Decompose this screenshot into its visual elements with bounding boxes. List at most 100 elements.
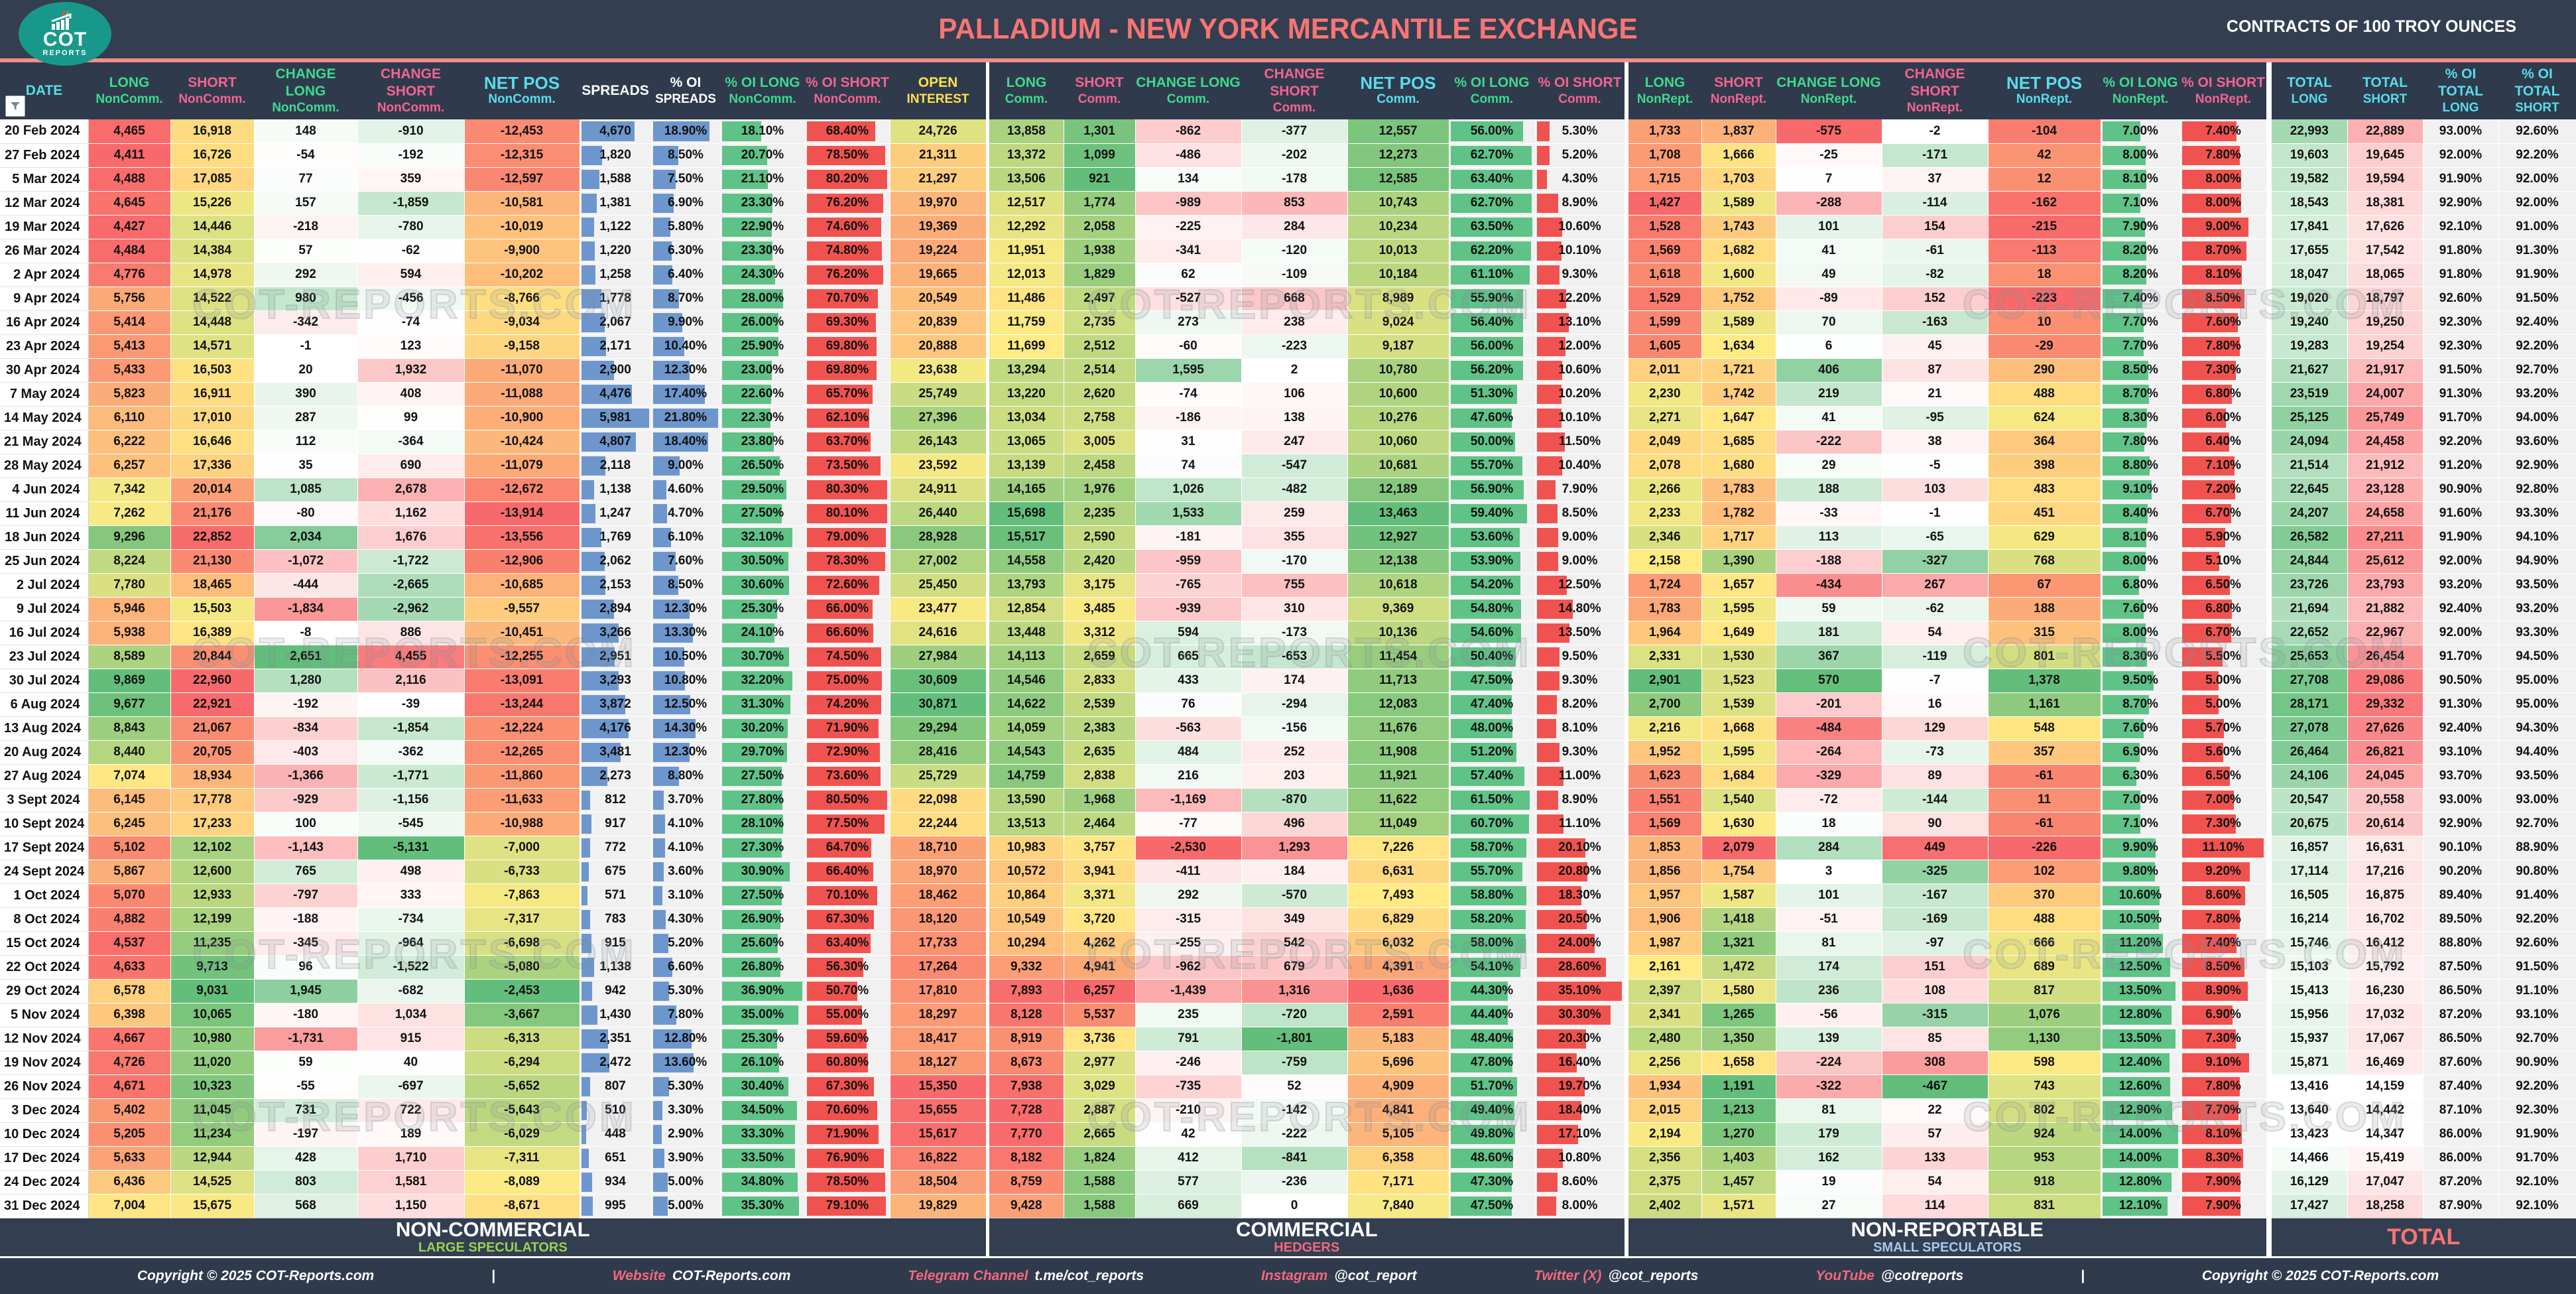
cell-open-interest[interactable]: 26,143: [890, 430, 987, 454]
cell-nc-change-short[interactable]: -2,962: [357, 597, 465, 621]
cell-oi-spreads[interactable]: 10.40%: [651, 334, 721, 359]
cell-nc-change-short[interactable]: -456: [357, 287, 465, 311]
cell-c-change-short[interactable]: -1,801: [1241, 1027, 1348, 1051]
cell-nr-change-short[interactable]: -467: [1882, 1074, 1989, 1099]
cell-nc-long[interactable]: 4,776: [88, 263, 171, 287]
cell-nr-oi-short[interactable]: 5.00%: [2180, 669, 2267, 693]
cell-c-long[interactable]: 8,182: [989, 1146, 1064, 1171]
cell-nr-oi-long[interactable]: 12.90%: [2101, 1098, 2181, 1123]
cell-nr-change-short[interactable]: -327: [1882, 549, 1989, 574]
cell-nc-long[interactable]: 6,222: [88, 430, 171, 454]
cell-nr-change-long[interactable]: -56: [1776, 1003, 1882, 1027]
cell-nr-change-long[interactable]: -329: [1776, 764, 1882, 789]
cell-spreads[interactable]: 1,778: [580, 287, 652, 311]
cell-c-change-short[interactable]: -653: [1241, 645, 1348, 669]
cell-c-oi-long[interactable]: 56.00%: [1449, 119, 1536, 144]
cell-nc-change-long[interactable]: 20: [254, 358, 358, 383]
cell-total-oi-short[interactable]: 93.20%: [2498, 597, 2576, 621]
cell-nr-oi-long[interactable]: 14.00%: [2101, 1122, 2181, 1147]
cell-nc-oi-long[interactable]: 22.30%: [720, 406, 806, 430]
cell-spreads[interactable]: 1,820: [580, 143, 652, 168]
youtube-link[interactable]: YouTube @cotreports: [1815, 1268, 1963, 1284]
cell-open-interest[interactable]: 24,911: [890, 478, 987, 502]
cell-date[interactable]: 6 Aug 2024: [0, 692, 89, 717]
cell-nc-change-long[interactable]: -180: [254, 1003, 358, 1027]
cell-total-oi-long[interactable]: 89.50%: [2423, 907, 2499, 932]
cell-date[interactable]: 1 Oct 2024: [0, 883, 89, 908]
cell-nr-change-long[interactable]: -33: [1776, 501, 1882, 526]
cell-nc-change-short[interactable]: -697: [357, 1074, 465, 1099]
cell-total-oi-long[interactable]: 88.80%: [2423, 931, 2499, 956]
cell-nc-change-long[interactable]: 292: [254, 263, 358, 287]
cell-c-short[interactable]: 1,938: [1064, 239, 1136, 263]
cell-nr-oi-short[interactable]: 8.90%: [2180, 979, 2267, 1003]
cell-c-oi-short[interactable]: 10.40%: [1535, 454, 1625, 478]
cell-nr-short[interactable]: 1,783: [1701, 478, 1776, 502]
column-header-c-oi-short[interactable]: % OI SHORT Comm.: [1535, 62, 1625, 119]
cell-oi-spreads[interactable]: 4.70%: [651, 501, 721, 526]
cell-total-oi-short[interactable]: 93.50%: [2498, 573, 2576, 598]
cell-date[interactable]: 19 Mar 2024: [0, 215, 89, 239]
cell-nc-oi-short[interactable]: 67.30%: [805, 1074, 890, 1099]
cell-nr-change-long[interactable]: 236: [1776, 979, 1882, 1003]
cell-c-change-long[interactable]: -60: [1135, 334, 1242, 359]
cell-nc-long[interactable]: 9,296: [88, 525, 171, 550]
cell-total-long[interactable]: 13,423: [2272, 1122, 2348, 1147]
cell-nr-oi-short[interactable]: 8.30%: [2180, 1146, 2267, 1171]
cell-nc-long[interactable]: 4,671: [88, 1074, 171, 1099]
cell-total-oi-long[interactable]: 91.50%: [2423, 358, 2499, 383]
cell-total-short[interactable]: 26,454: [2347, 645, 2423, 669]
cell-nc-change-long[interactable]: -54: [254, 143, 358, 168]
cell-date[interactable]: 16 Jul 2024: [0, 621, 89, 645]
cell-nr-oi-short[interactable]: 8.10%: [2180, 1122, 2267, 1147]
cell-nr-oi-long[interactable]: 12.10%: [2101, 1194, 2181, 1218]
cell-c-long[interactable]: 8,759: [989, 1170, 1064, 1195]
cell-c-short[interactable]: 1,301: [1064, 119, 1136, 144]
cell-nr-long[interactable]: 2,233: [1628, 501, 1702, 526]
cell-date[interactable]: 17 Sept 2024: [0, 836, 89, 860]
cell-c-oi-long[interactable]: 47.60%: [1449, 406, 1536, 430]
cell-c-long[interactable]: 14,113: [989, 645, 1064, 669]
cell-nc-short[interactable]: 10,323: [170, 1074, 255, 1099]
cell-c-oi-long[interactable]: 56.20%: [1449, 358, 1536, 383]
cell-nr-oi-long[interactable]: 13.50%: [2101, 979, 2181, 1003]
cell-total-oi-short[interactable]: 92.00%: [2498, 191, 2576, 216]
cell-c-change-long[interactable]: 31: [1135, 430, 1242, 454]
cell-nc-net-pos[interactable]: -5,080: [464, 955, 580, 980]
cell-nr-long[interactable]: 2,011: [1628, 358, 1702, 383]
cell-total-long[interactable]: 18,047: [2272, 263, 2348, 287]
cell-nr-change-short[interactable]: 21: [1882, 382, 1989, 407]
cell-c-long[interactable]: 11,486: [989, 287, 1064, 311]
cell-nc-oi-short[interactable]: 55.00%: [805, 1003, 890, 1027]
cell-nc-change-long[interactable]: -1,072: [254, 549, 358, 574]
cell-c-oi-long[interactable]: 47.30%: [1449, 1170, 1536, 1195]
cell-nr-short[interactable]: 1,782: [1701, 501, 1776, 526]
cell-spreads[interactable]: 4,176: [580, 716, 652, 741]
cell-total-short[interactable]: 19,250: [2347, 310, 2423, 335]
cell-total-oi-long[interactable]: 92.90%: [2423, 812, 2499, 836]
column-header-nc-short[interactable]: SHORT NonComm.: [170, 62, 254, 119]
cell-total-oi-long[interactable]: 92.40%: [2423, 597, 2499, 621]
cell-nr-oi-long[interactable]: 7.40%: [2101, 287, 2181, 311]
cell-date[interactable]: 4 Jun 2024: [0, 478, 89, 502]
cell-c-long[interactable]: 9,428: [989, 1194, 1064, 1218]
cell-nc-net-pos[interactable]: -8,671: [464, 1194, 580, 1218]
cell-nr-net-pos[interactable]: 102: [1988, 860, 2101, 884]
cell-total-short[interactable]: 27,211: [2347, 525, 2423, 550]
cell-nc-change-long[interactable]: 77: [254, 167, 358, 192]
cell-nc-oi-long[interactable]: 25.30%: [720, 597, 806, 621]
cell-c-change-long[interactable]: 669: [1135, 1194, 1242, 1218]
cell-nc-long[interactable]: 4,633: [88, 955, 171, 980]
cell-nc-oi-long[interactable]: 32.20%: [720, 669, 806, 693]
website-link[interactable]: Website COT-Reports.com: [613, 1268, 791, 1284]
cell-nc-net-pos[interactable]: -9,900: [464, 239, 580, 263]
cell-c-oi-short[interactable]: 9.30%: [1535, 669, 1625, 693]
cell-total-oi-short[interactable]: 93.60%: [2498, 430, 2576, 454]
cell-oi-spreads[interactable]: 10.50%: [651, 645, 721, 669]
cell-nr-change-long[interactable]: 6: [1776, 334, 1882, 359]
cell-nc-change-short[interactable]: -62: [357, 239, 465, 263]
cell-nr-net-pos[interactable]: 548: [1988, 716, 2101, 741]
cell-nc-oi-short[interactable]: 76.90%: [805, 1146, 890, 1171]
cell-nr-net-pos[interactable]: 918: [1988, 1170, 2101, 1195]
cell-nr-long[interactable]: 2,700: [1628, 692, 1702, 717]
